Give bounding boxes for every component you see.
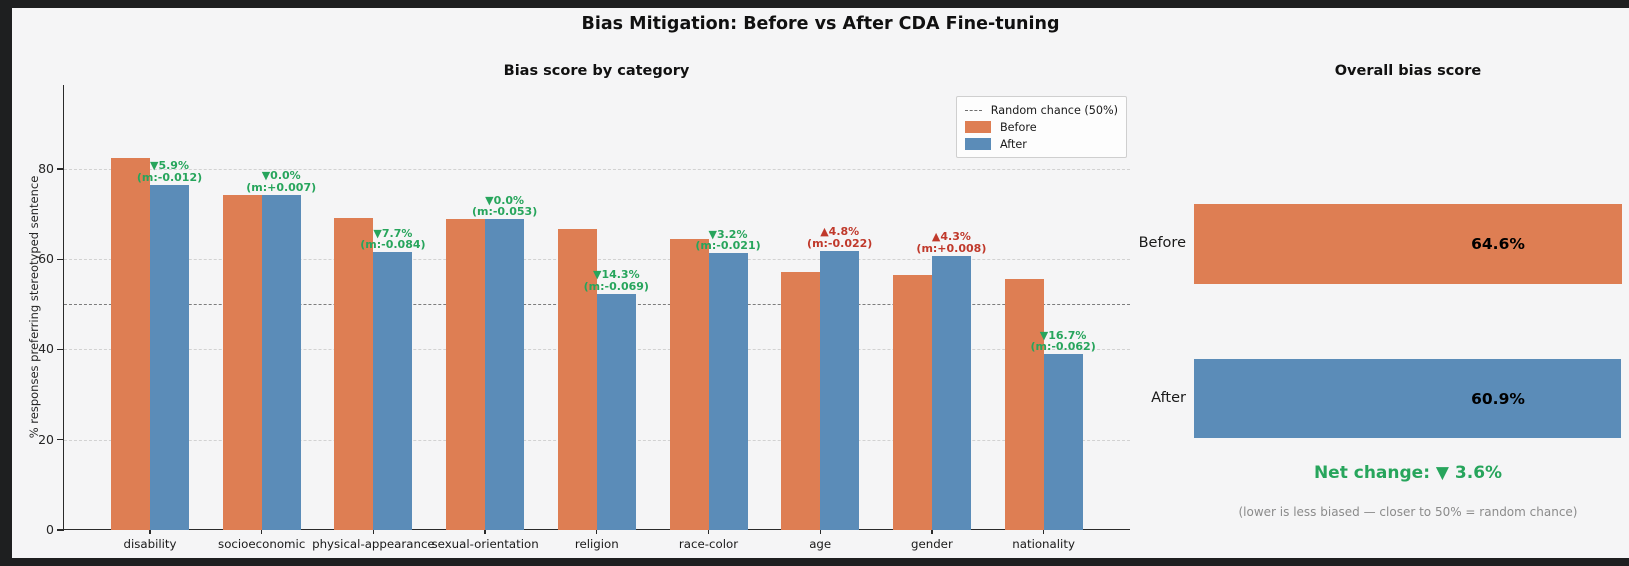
bar-before-sexual-orientation [446,219,486,530]
annotation-metric: (m:-0.062) [1030,340,1096,354]
legend-item-after: After [965,137,1118,151]
net-change-label: Net change: ▼ 3.6% [1313,463,1503,483]
bar-after-nationality [1043,354,1083,530]
bar-after-physical-appearance [373,252,413,530]
y-tick-mark [57,529,64,531]
y-tick-label: 80 [38,160,54,176]
bar-after-age [820,250,860,530]
annotation-delta: ▼14.3% [592,268,640,281]
annotation-delta: ▲4.3% [931,230,971,244]
annotation-metric: (m:-0.022) [807,236,873,250]
overall-bar-after [1194,359,1621,438]
bar-after-disability [150,184,189,530]
figure-canvas: Bias Mitigation: Before vs After CDA Fin… [12,8,1629,558]
annotation-metric: (m:-0.053) [471,205,538,219]
annotation-race-color: ▼3.2% (m:-0.021) [658,229,798,252]
annotation-delta: ▼3.2% [708,227,748,241]
bar-before-religion [557,228,597,530]
x-tick-mark [261,530,263,534]
y-axis-label: % responses preferring stereotyped sente… [27,175,41,439]
chart-footnote: (lower is less biased — closer to 50% = … [1238,505,1578,519]
bar-before-socioeconomic [222,194,262,530]
x-tick-label-race-color: race-color [678,537,739,551]
y-tick-mark [57,258,64,260]
annotation-metric: (m:-0.084) [360,238,426,252]
grid-line [64,168,1130,170]
legend-swatch-icon [965,121,991,133]
annotation-delta: ▲4.8% [820,225,860,239]
annotation-sexual-orientation: ▼0.0% (m:-0.053) [435,195,575,218]
annotation-metric: (m:-0.012) [136,170,203,184]
y-tick-label: 0 [46,522,54,537]
bar-after-religion [596,293,636,530]
annotation-metric: (m:+0.008) [916,241,987,255]
x-tick-label-gender: gender [910,537,953,551]
x-tick-mark [707,530,710,534]
x-tick-mark [819,530,821,534]
legend: Random chance (50%) Before After [956,96,1127,158]
annotation-religion: ▼14.3% (m:-0.069) [546,269,686,292]
y-tick-label: 60 [38,251,54,267]
bar-after-sexual-orientation [485,219,525,530]
x-tick-label-religion: religion [574,537,619,551]
x-tick-label-socioeconomic: socioeconomic [218,537,306,551]
bar-before-race-color [669,238,709,530]
dashed-line-icon [965,109,982,111]
annotation-delta: ▼0.0% [261,169,301,183]
y-tick-mark [57,168,64,170]
legend-label: Before [1000,120,1037,134]
annotation-disability: ▼5.9% (m:-0.012) [100,160,240,183]
x-tick-label-age: age [809,537,832,551]
legend-swatch-icon [965,138,991,150]
annotation-delta: ▼16.7% [1039,328,1087,342]
category-chart-title: Bias score by category [503,63,690,79]
legend-item-before: Before [965,120,1118,134]
x-tick-mark [596,530,598,534]
y-tick-mark [57,348,64,351]
y-tick-mark [57,439,64,441]
grid-line [64,259,1130,261]
annotation-delta: ▼5.9% [150,159,189,173]
x-tick-label-physical-appearance: physical-appearance [312,537,435,551]
overall-bar-before [1194,204,1622,284]
annotation-age: ▲4.8% (m:-0.022) [770,226,910,249]
legend-label: Random chance (50%) [990,103,1118,117]
overall-bar-label-before: Before [1138,235,1186,251]
legend-item-random-chance: Random chance (50%) [965,103,1118,117]
bar-after-race-color [708,253,748,530]
x-tick-mark [372,530,375,534]
annotation-metric: (m:+0.007) [246,180,317,194]
overall-bar-label-after: After [1151,389,1186,406]
category-plot-area: 0 20 40 60 80 disability ▼5.9% (m:-0.012) socioe… [38,85,1133,551]
y-tick-label: 40 [38,341,54,357]
y-tick-label: 20 [38,431,54,447]
bar-before-disability [111,158,150,530]
overall-bar-value-after: 60.9% [1471,389,1525,408]
bar-before-age [781,272,821,530]
annotation-metric: (m:-0.021) [695,239,761,253]
annotation-gender: ▲4.3% (m:+0.008) [881,231,1021,254]
overall-chart-title: Overall bias score [1334,63,1482,79]
x-tick-mark [1042,530,1045,534]
annotation-delta: ▼0.0% [485,193,525,207]
bar-after-socioeconomic [261,194,301,530]
bar-after-gender [931,255,971,530]
annotation-nationality: ▼16.7% (m:-0.062) [993,330,1133,353]
x-tick-mark [484,530,486,534]
bar-before-nationality [1004,279,1044,530]
x-tick-label-disability: disability [123,537,177,551]
overall-bar-value-before: 64.6% [1471,235,1525,253]
annotation-physical-appearance: ▼7.7% (m:-0.084) [323,228,463,251]
figure-title: Bias Mitigation: Before vs After CDA Fin… [581,14,1060,34]
x-tick-mark [931,530,933,534]
bar-before-gender [892,275,932,530]
legend-label: After [1000,137,1027,151]
bar-before-physical-appearance [334,217,374,530]
x-tick-mark [149,530,151,534]
x-tick-label-nationality: nationality [1012,537,1075,551]
x-tick-label-sexual-orientation: sexual-orientation [431,537,539,551]
annotation-metric: (m:-0.069) [583,279,649,293]
annotation-socioeconomic: ▼0.0% (m:+0.007) [211,170,351,193]
annotation-delta: ▼7.7% [373,226,413,240]
